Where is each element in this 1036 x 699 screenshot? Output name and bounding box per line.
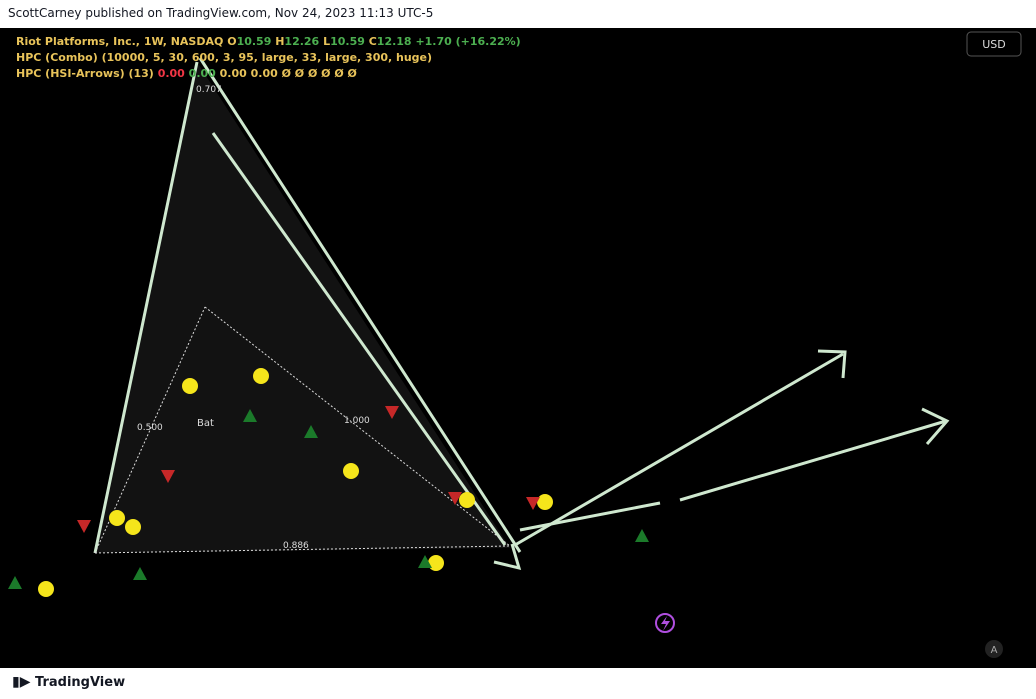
pattern-labels: 0.707 0.500 Bat 0.886 1.000 — [137, 85, 370, 551]
ohlc-value: 12.18 — [376, 35, 412, 48]
harmonic-pattern: 0.707 0.500 Bat 0.886 1.000 — [8, 57, 950, 633]
signal-dots — [38, 368, 553, 597]
ohlc-key: O — [227, 35, 237, 48]
logo-mark: ▮▶ — [12, 674, 31, 690]
indicator-value: 0.00 0.00 Ø Ø Ø Ø Ø Ø — [219, 67, 357, 80]
pattern-dotted — [94, 545, 511, 554]
currency-label: USD — [982, 38, 1006, 51]
alert-icon[interactable] — [655, 613, 675, 633]
price-axis — [965, 28, 1036, 668]
projection-arrow — [514, 352, 844, 547]
pattern-fill — [95, 62, 510, 553]
ohlc-value: 10.59 — [236, 35, 272, 48]
auto-scale-label: A — [991, 645, 998, 656]
indicator-row: HPC (HSI-Arrows) (13) 0.00 0.00 0.00 0.0… — [16, 66, 521, 82]
arrow-head — [493, 543, 522, 571]
footer-logo: ▮▶ TradingView — [12, 674, 125, 690]
publish-header: ScottCarney published on TradingView.com… — [8, 6, 434, 20]
ohlc-value: 12.26 — [284, 35, 320, 48]
auto-scale-button[interactable] — [985, 640, 1003, 658]
pattern-leg — [211, 132, 507, 546]
pattern-dotted — [204, 306, 511, 547]
currency-button[interactable] — [966, 31, 1022, 57]
fib-label: 0.707 — [196, 85, 222, 95]
ohlc-value: 10.59 — [330, 35, 365, 48]
footer-text: TradingView — [35, 675, 126, 690]
alert-icon — [661, 616, 670, 631]
buy-arrows — [8, 409, 649, 589]
symbol: Riot Platforms, Inc., 1W, NASDAQ — [16, 35, 224, 48]
arrow-head — [921, 407, 950, 445]
ohlc-key: C — [368, 35, 377, 48]
legend-row: Riot Platforms, Inc., 1W, NASDAQ O10.59 … — [16, 34, 521, 50]
chart: 0.707 0.500 Bat 0.886 1.000 USD A — [0, 28, 1036, 668]
indicator-value: 0.00 — [157, 67, 185, 80]
ohlc-key: L — [323, 35, 331, 48]
pattern-leg — [93, 61, 199, 554]
change: +1.70 (+16.22%) — [415, 35, 521, 48]
indicator-name: HPC (HSI-Arrows) (13) — [16, 67, 154, 80]
indicator-row: HPC (Combo) (10000, 5, 30, 600, 3, 95, l… — [16, 51, 433, 64]
arrow-head — [817, 349, 847, 379]
pattern-name: Bat — [197, 418, 214, 429]
sell-arrows — [77, 406, 540, 533]
fib-label: 0.886 — [283, 541, 309, 551]
projection-arrow — [679, 419, 947, 502]
pattern-leg — [519, 501, 661, 532]
legend: Riot Platforms, Inc., 1W, NASDAQ O10.59 … — [16, 34, 521, 82]
fib-label: 0.500 — [137, 423, 163, 433]
fib-label: 1.000 — [344, 416, 370, 426]
pattern-leg — [198, 57, 522, 553]
indicator-value: 0.00 — [188, 67, 216, 80]
ohlc-key: H — [275, 35, 285, 48]
